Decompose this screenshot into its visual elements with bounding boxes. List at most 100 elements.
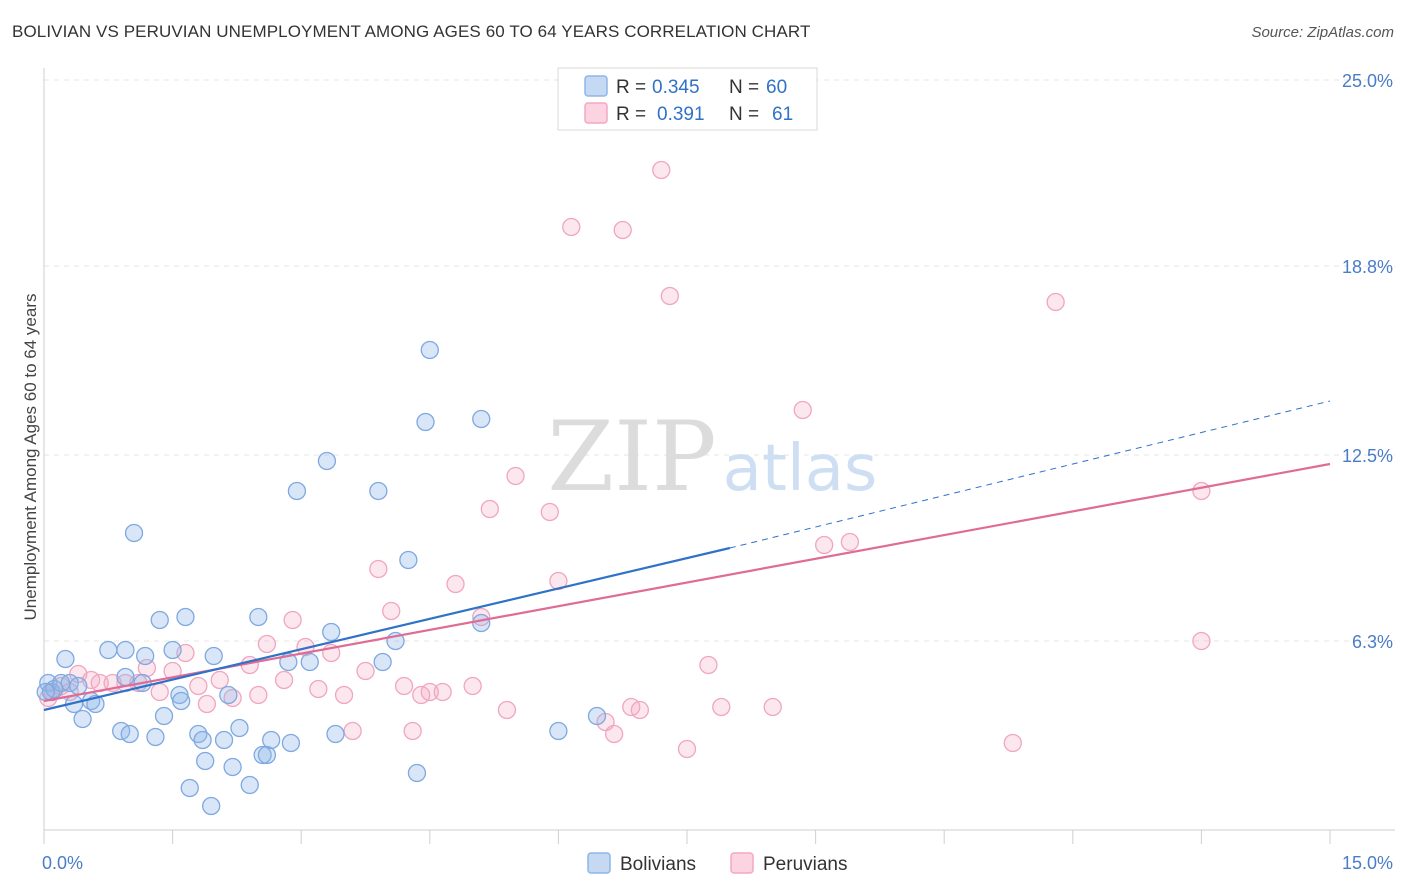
axes (43, 68, 1395, 844)
bolivians-point-47 (326, 724, 345, 744)
bolivians-point-59 (36, 682, 55, 702)
peruvians-point-24 (309, 679, 328, 699)
bolivians-point-48 (369, 481, 388, 501)
peruvians-point-60 (1046, 292, 1065, 312)
bolivians-point-18 (136, 646, 155, 666)
bolivians-point-33 (219, 685, 238, 705)
peruvians-point-56 (793, 400, 812, 420)
peruvians-point-47 (613, 220, 632, 240)
legend-bottom-swatch-peruvians (730, 852, 754, 874)
peruvians-point-37 (463, 676, 482, 696)
bolivians-points (36, 340, 607, 816)
peruvians-point-14 (189, 676, 208, 696)
bolivians-point-52 (407, 763, 427, 783)
peruvians-point-61 (1192, 481, 1211, 501)
peruvians-point-32 (403, 721, 422, 741)
peruvians-trendline (43, 462, 1331, 703)
bolivians-point-57 (549, 721, 568, 741)
bolivians-point-20 (150, 610, 169, 630)
trend-lines (43, 400, 1331, 712)
peruvians-point-16 (210, 670, 229, 690)
peruvians-point-39 (480, 499, 499, 519)
peruvians-point-22 (283, 610, 302, 630)
peruvians-point-53 (699, 655, 718, 675)
bolivians-point-34 (223, 757, 242, 777)
bolivians-point-56 (472, 613, 491, 633)
bolivians-point-13 (116, 667, 135, 687)
y-tick-label-3: 25.0% (1342, 71, 1393, 91)
peruvians-point-30 (382, 601, 401, 621)
peruvians-point-59 (1003, 733, 1022, 753)
y-tick-label-2: 18.8% (1342, 257, 1393, 277)
legend-swatch-bolivians (584, 75, 608, 97)
bolivians-point-32 (214, 730, 234, 750)
bolivians-point-28 (193, 730, 212, 750)
peruvians-point-28 (356, 661, 375, 681)
bolivians-point-39 (257, 745, 277, 765)
bolivians-point-22 (163, 640, 182, 660)
chart-title: BOLIVIAN VS PERUVIAN UNEMPLOYMENT AMONG … (12, 22, 811, 41)
x-tick-label-0: 0.0% (42, 853, 83, 873)
bolivians-point-36 (240, 775, 259, 795)
bolivians-point-38 (253, 745, 272, 765)
bolivians-trendline (43, 546, 731, 712)
peruvians-point-54 (712, 697, 731, 717)
peruvians-point-55 (763, 697, 782, 717)
watermark: ZIP atlas (547, 401, 877, 513)
bolivians-point-53 (416, 412, 435, 432)
peruvians-point-52 (677, 739, 697, 759)
peruvians-point-34 (420, 682, 439, 702)
peruvians-point-40 (497, 700, 517, 720)
peruvians-point-20 (257, 634, 277, 654)
legend-bottom-label-peruvians: Peruvians (763, 854, 848, 875)
peruvians-point-15 (197, 694, 217, 714)
bolivians-point-14 (116, 640, 135, 660)
peruvians-point-46 (604, 724, 624, 744)
bolivians-point-8 (73, 709, 92, 729)
bolivians-point-31 (204, 646, 223, 666)
peruvians-point-21 (274, 670, 294, 690)
peruvians-point-29 (369, 559, 388, 579)
y-axis-label: Unemployment Among Ages 60 to 64 years (21, 294, 40, 621)
bolivians-point-24 (172, 691, 191, 711)
watermark-atlas: atlas (723, 432, 878, 506)
bolivians-point-55 (472, 409, 491, 429)
legend-swatch-peruvians (584, 102, 608, 124)
bolivians-point-11 (99, 640, 118, 660)
bolivians-point-4 (56, 649, 75, 669)
legend-r-label-1: R = (616, 77, 646, 98)
peruvians-point-62 (1192, 631, 1211, 651)
bolivians-point-43 (287, 481, 307, 501)
watermark-zip: ZIP (547, 401, 716, 513)
bolivians-point-25 (176, 607, 195, 627)
legend-r-value-2: 0.391 (657, 104, 705, 125)
legend-top: R = 0.345 N = 60 R = 0.391 N = 61 (557, 67, 818, 131)
y-tick-label-1: 12.5% (1342, 446, 1393, 466)
bolivians-point-42 (281, 733, 301, 753)
bolivians-point-58 (587, 706, 607, 726)
peruvians-point-31 (394, 676, 414, 696)
peruvians-point-36 (446, 574, 465, 594)
bolivians-point-35 (230, 718, 249, 738)
grid-lines (44, 79, 1395, 642)
bolivians-point-29 (196, 751, 215, 771)
bolivians-trendline-extension (729, 400, 1331, 549)
peruvians-point-26 (334, 685, 354, 705)
peruvians-point-49 (630, 700, 649, 720)
legend-n-value-2: 61 (772, 104, 793, 125)
bolivians-point-37 (249, 607, 268, 627)
y-tick-label-0: 6.3% (1352, 632, 1393, 652)
source-label: Source: ZipAtlas.com (1251, 24, 1394, 41)
bolivians-point-46 (322, 622, 341, 642)
legend-bottom-swatch-bolivians (587, 852, 611, 874)
bolivians-point-19 (146, 727, 165, 747)
bolivians-point-44 (300, 652, 319, 672)
peruvians-point-11 (150, 682, 169, 702)
legend-r-value-1: 0.345 (652, 77, 700, 98)
peruvians-point-51 (660, 286, 680, 306)
bolivians-point-49 (373, 652, 392, 672)
bolivians-point-15 (120, 724, 139, 744)
bolivians-point-30 (202, 796, 221, 816)
bolivians-point-26 (180, 778, 199, 798)
